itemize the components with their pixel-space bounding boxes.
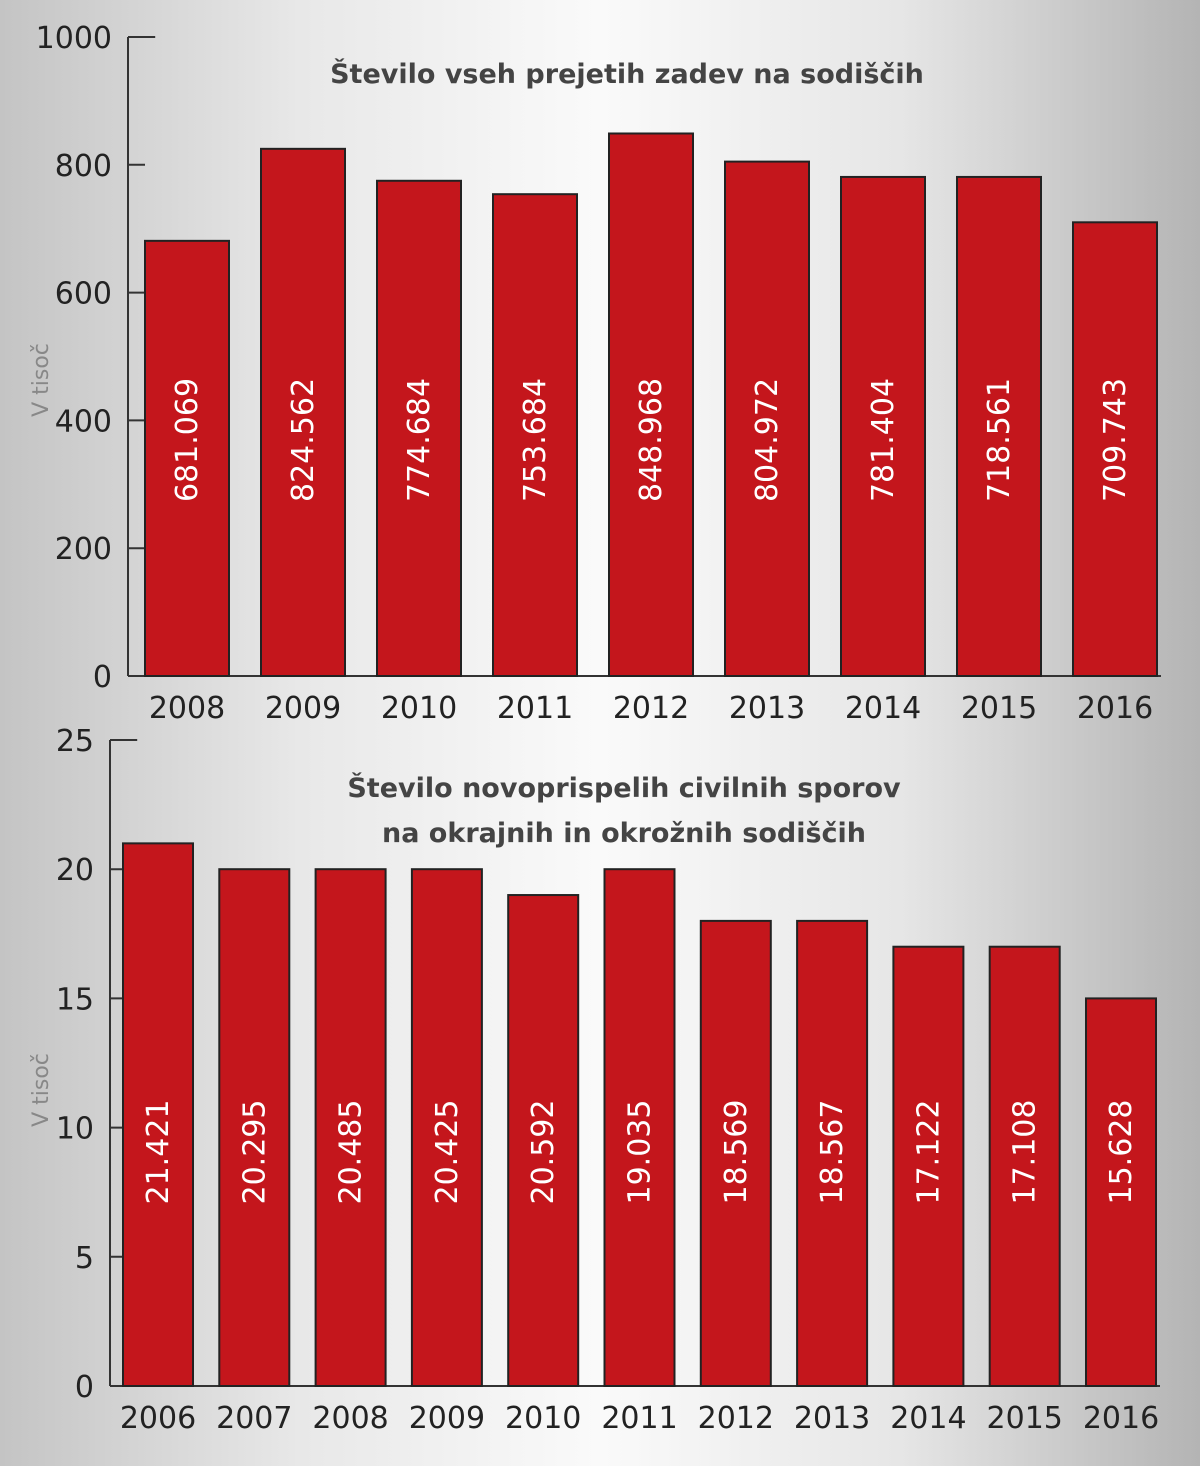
x-tick-label: 2010 — [505, 1401, 581, 1436]
bar-value-label: 18.569 — [719, 1100, 754, 1205]
bar-value-label: 18.567 — [815, 1100, 850, 1205]
bar-value-label: 753.684 — [518, 378, 553, 502]
y-tick-label: 25 — [56, 724, 94, 759]
bar-2013 — [724, 160, 810, 678]
chart-title: na okrajnih in okrožnih sodiščih — [382, 818, 866, 849]
y-axis-label: V tisoč — [29, 343, 54, 417]
bar-2015 — [956, 175, 1042, 677]
x-tick-label: 2007 — [216, 1401, 292, 1436]
x-tick-label: 2008 — [149, 691, 225, 726]
x-tick-label: 2011 — [601, 1401, 677, 1436]
y-tick-label: 600 — [55, 277, 112, 312]
y-tick-label: 0 — [93, 660, 112, 695]
bar-value-label: 804.972 — [750, 378, 785, 502]
x-tick-label: 2010 — [381, 691, 457, 726]
bar-value-label: 781.404 — [866, 378, 901, 502]
bar-value-label: 20.425 — [430, 1100, 465, 1205]
x-tick-label: 2009 — [265, 691, 341, 726]
y-tick-label: 15 — [56, 982, 94, 1017]
bar-2010 — [376, 179, 462, 677]
y-tick-label: 200 — [55, 532, 112, 567]
bar-value-label: 848.968 — [634, 378, 669, 502]
y-tick-label: 5 — [75, 1241, 94, 1276]
bar-value-label: 19.035 — [623, 1100, 658, 1205]
bar-2014 — [840, 175, 926, 677]
x-tick-label: 2009 — [409, 1401, 485, 1436]
bar-2007 — [218, 868, 291, 1387]
x-tick-label: 2014 — [845, 691, 921, 726]
chart-1: 0 200 400 600 800 1000 V tisoč Število vseh pre… — [29, 21, 1161, 726]
bar-2009 — [410, 868, 483, 1387]
bar-2009 — [260, 147, 346, 677]
y-tick-label: 400 — [55, 404, 112, 439]
bar-2014 — [892, 945, 965, 1387]
bar-value-label: 681.069 — [170, 378, 205, 502]
bar-value-label: 824.562 — [286, 378, 321, 502]
chart-2: 0 5 10 15 20 25 V tisoč Število novoprispelih c… — [29, 724, 1160, 1436]
x-tick-label: 2016 — [1077, 691, 1153, 726]
bar-value-label: 17.122 — [911, 1100, 946, 1205]
bar-value-label: 709.743 — [1098, 378, 1133, 502]
bar-value-label: 774.684 — [402, 378, 437, 502]
bar-2010 — [507, 894, 580, 1387]
bar-2011 — [492, 193, 578, 677]
x-tick-label: 2015 — [987, 1401, 1063, 1436]
x-tick-label: 2013 — [729, 691, 805, 726]
y-tick-label: 10 — [56, 1112, 94, 1147]
y-tick-label: 20 — [56, 853, 94, 888]
bar-2016 — [1072, 221, 1158, 677]
x-tick-label: 2008 — [312, 1401, 388, 1436]
bar-2008 — [144, 239, 230, 677]
bar-2016 — [1085, 997, 1157, 1388]
x-tick-label: 2015 — [961, 691, 1037, 726]
chart-title: Število novoprispelih civilnih sporov — [347, 772, 901, 804]
bar-value-label: 718.561 — [982, 378, 1017, 502]
chart-title: Število vseh prejetih zadev na sodiščih — [330, 58, 924, 90]
y-axis-label: V tisoč — [29, 1053, 54, 1127]
x-tick-label: 2012 — [613, 691, 689, 726]
bar-2008 — [314, 868, 387, 1387]
y-tick-label: 0 — [75, 1370, 94, 1405]
bar-2015 — [988, 945, 1061, 1387]
x-tick-label: 2011 — [497, 691, 573, 726]
bar-value-label: 17.108 — [1008, 1100, 1043, 1205]
x-tick-label: 2014 — [890, 1401, 966, 1436]
bar-2011 — [603, 868, 676, 1387]
bar-2013 — [796, 919, 869, 1387]
bar-value-label: 21.421 — [141, 1100, 176, 1205]
bar-2012 — [608, 132, 694, 677]
bar-value-label: 20.295 — [237, 1100, 272, 1205]
bar-2012 — [699, 919, 772, 1387]
x-tick-label: 2013 — [794, 1401, 870, 1436]
x-tick-label: 2012 — [698, 1401, 774, 1436]
bar-2006 — [122, 842, 194, 1387]
bar-value-label: 20.485 — [334, 1100, 369, 1205]
y-tick-label: 1000 — [36, 21, 112, 56]
x-tick-label: 2006 — [120, 1401, 196, 1436]
y-tick-label: 800 — [55, 149, 112, 184]
bar-value-label: 15.628 — [1104, 1100, 1139, 1205]
x-tick-label: 2016 — [1083, 1401, 1159, 1436]
bar-value-label: 20.592 — [526, 1100, 561, 1205]
